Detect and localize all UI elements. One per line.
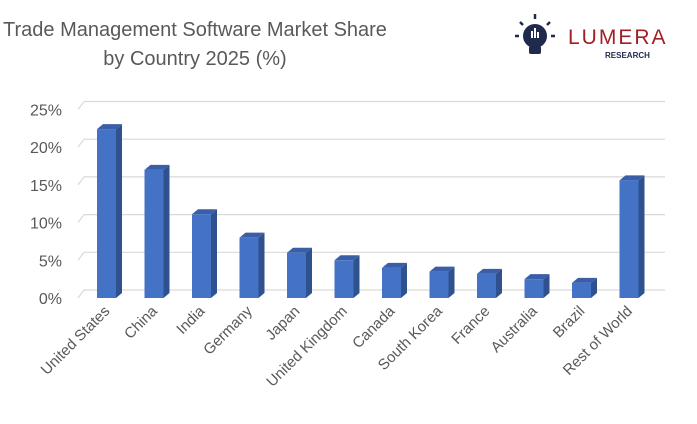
bar-brazil: [572, 282, 591, 298]
grid-diagonal: [77, 289, 85, 299]
bar-france: [477, 273, 496, 298]
bar-side: [163, 164, 170, 298]
bar-top: [287, 247, 312, 253]
logo-sub: RESEARCH: [605, 51, 650, 60]
bar-top: [429, 266, 455, 272]
bar-side: [353, 255, 360, 298]
bar-top: [239, 232, 265, 238]
logo-name: LUMERA: [568, 26, 668, 49]
y-tick-label: 20%: [30, 140, 62, 157]
bar-side: [306, 247, 312, 298]
grid-diagonal: [77, 176, 85, 186]
bar-china: [144, 169, 164, 298]
bar-top: [192, 209, 217, 215]
grid-diagonal: [77, 138, 85, 148]
grid-diagonal: [77, 214, 85, 223]
bar-top: [572, 277, 597, 283]
bar-side: [496, 268, 502, 298]
bar-side: [401, 262, 407, 298]
bar-top: [334, 255, 360, 261]
bar-side: [211, 209, 217, 298]
chart-title-line2: by Country 2025 (%): [103, 48, 287, 70]
bar-canada: [382, 267, 401, 298]
bar-side: [638, 175, 645, 298]
bar-top: [477, 268, 502, 274]
bar-side: [116, 124, 122, 298]
bar-united-states: [97, 129, 116, 298]
bar-top: [97, 124, 122, 130]
x-tick-label: Brazil: [550, 303, 589, 342]
bar-side: [543, 274, 550, 298]
bar-germany: [239, 237, 259, 298]
bar-side: [448, 266, 455, 298]
y-tick-label: 25%: [30, 103, 62, 120]
bar-rest-of-world: [619, 180, 639, 298]
y-tick-label: 10%: [30, 216, 62, 233]
y-tick-label: 0%: [39, 291, 62, 308]
y-tick-label: 5%: [39, 253, 62, 270]
bar-india: [192, 214, 211, 298]
x-tick-label: United Kingdom: [263, 303, 350, 390]
x-tick-label: Australia: [488, 302, 542, 356]
y-tick-label: 15%: [30, 178, 62, 195]
x-tick-label: Japan: [262, 303, 303, 344]
bar-side: [591, 277, 597, 298]
bar-united-kingdom: [334, 260, 354, 298]
x-tick-label: United States: [38, 303, 114, 379]
bar-top: [524, 274, 550, 280]
bar-top: [619, 175, 645, 181]
lightbulb-icon: [515, 14, 555, 54]
x-tick-label: France: [448, 303, 493, 348]
grid-diagonal: [77, 251, 85, 261]
chart-title-line1: Trade Management Software Market Share: [3, 19, 387, 41]
bar-south-korea: [429, 271, 449, 298]
bar-australia: [524, 279, 544, 298]
chart-title: Trade Management Software Market Share b…: [0, 16, 390, 74]
lumera-logo: LUMERA RESEARCH: [515, 14, 668, 60]
x-tick-label: China: [121, 302, 161, 342]
bar-top: [144, 164, 170, 170]
x-tick-label: Germany: [200, 302, 256, 358]
bar-side: [258, 232, 265, 298]
bar-japan: [287, 252, 306, 298]
bar-top: [382, 262, 407, 268]
grid-diagonal: [77, 101, 85, 110]
x-tick-label: India: [173, 302, 208, 337]
